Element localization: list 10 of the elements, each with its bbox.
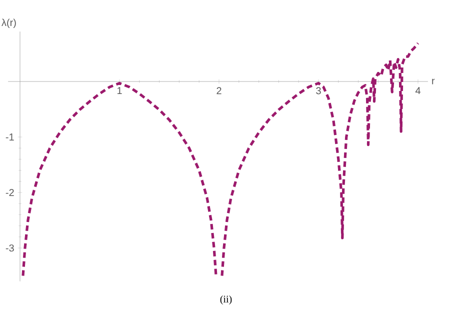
y-axis-title: λ(r) (2, 18, 16, 28)
y-tick-label: -3 (6, 244, 14, 252)
text: (ii) (220, 295, 232, 305)
x-tick-label: 2 (216, 87, 222, 94)
x-tick-label: 4 (415, 87, 420, 94)
x-axis-title: r (432, 78, 435, 84)
y-tick-label: -1 (6, 134, 14, 140)
y-tick-label: -2 (6, 189, 14, 196)
x-tick-label: 3 (316, 87, 321, 94)
x-tick-label: 1 (117, 87, 122, 94)
